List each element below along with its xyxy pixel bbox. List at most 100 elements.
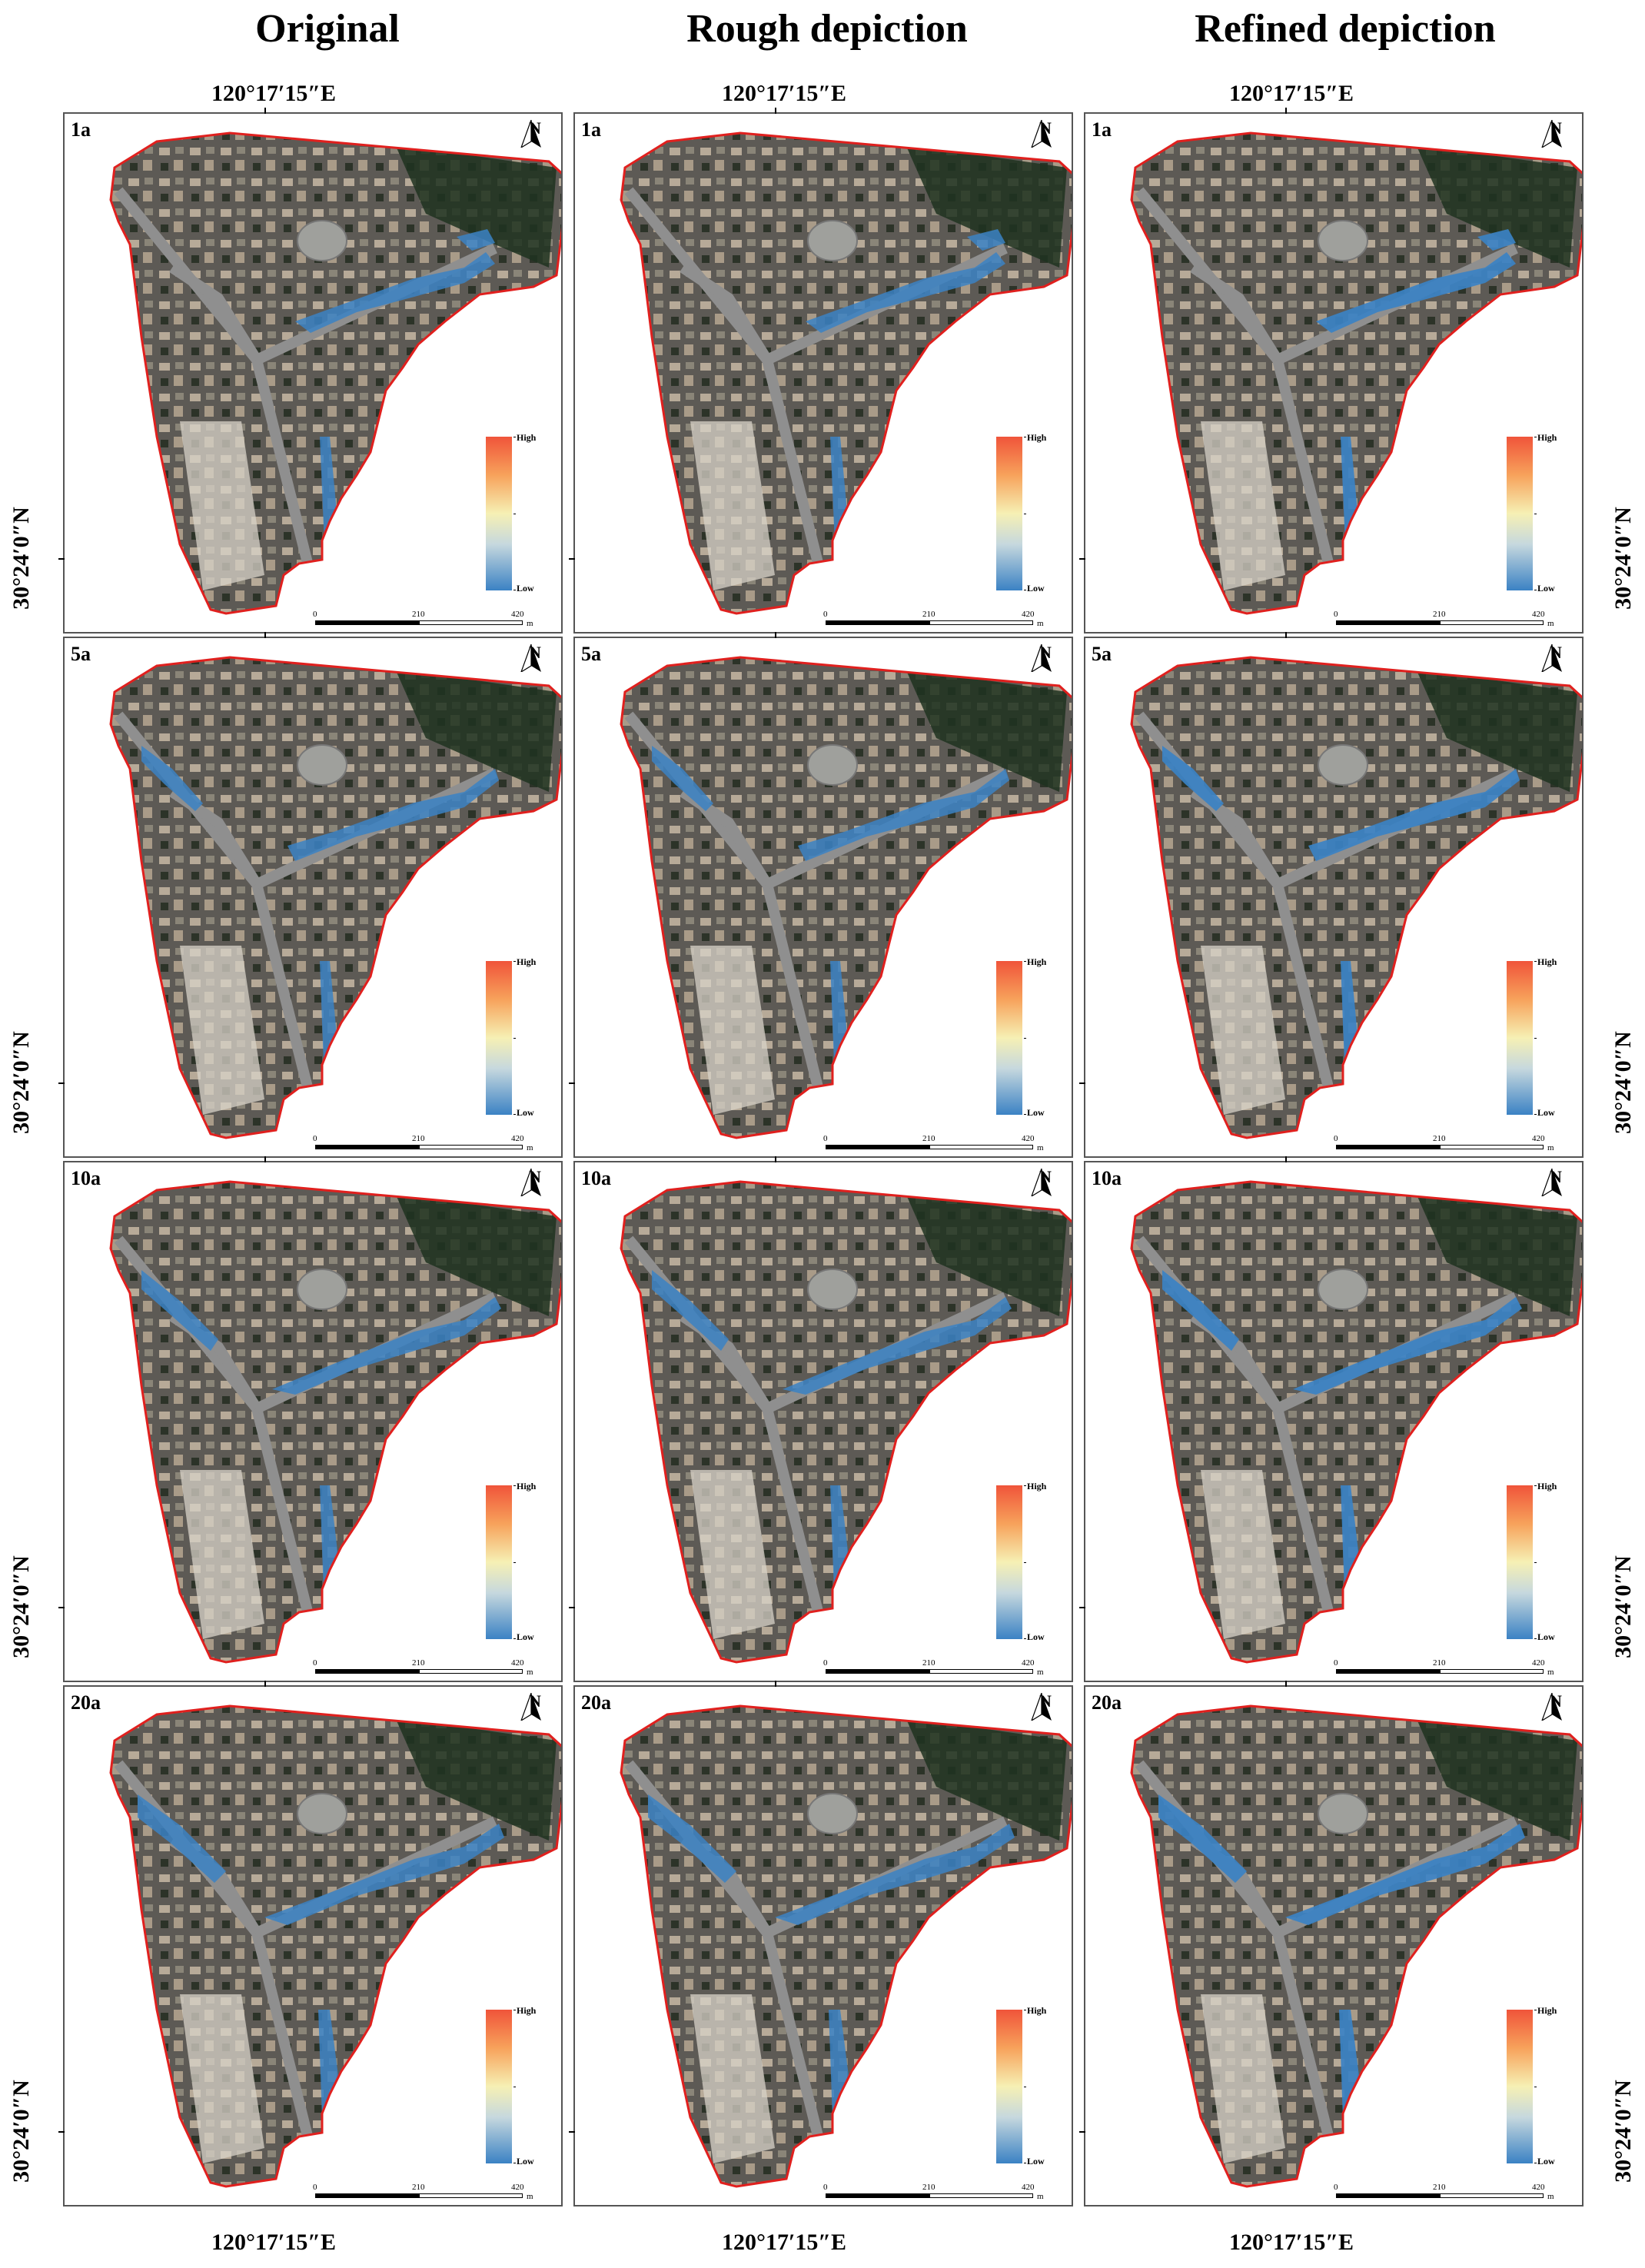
map-panel: 5a N High Low 0 210 420 m [573, 637, 1073, 1158]
map-panel: 1a N High Low 0 210 420 m [63, 112, 563, 634]
axis-tick [1079, 1082, 1085, 1084]
legend-low-label: Low [517, 1631, 534, 1642]
latitude-label-left: 30°24′0″N [8, 2080, 34, 2183]
axis-tick [58, 558, 65, 560]
legend-high-label: High [1537, 1481, 1557, 1491]
legend-high-label: High [517, 956, 537, 967]
panel-year-label: 1a [71, 118, 91, 141]
legend-gradient-bar [996, 437, 1022, 590]
north-arrow-icon: N [1030, 120, 1061, 148]
satellite-map [109, 131, 561, 615]
north-arrow-icon: N [1030, 1169, 1061, 1196]
legend-high-label: High [1027, 1481, 1047, 1491]
legend-low-label: Low [1537, 1107, 1555, 1118]
legend-gradient-bar [996, 2010, 1022, 2163]
panel-year-label: 1a [1092, 118, 1112, 141]
axis-tick [264, 1156, 266, 1162]
legend-high-label: High [1537, 432, 1557, 443]
color-legend: High Low [1507, 2005, 1576, 2171]
panel-year-label: 5a [1092, 643, 1112, 665]
legend-low-label: Low [1537, 2156, 1555, 2167]
north-arrow-icon: N [1030, 1693, 1061, 1721]
legend-high-label: High [517, 2005, 537, 2016]
legend-low-label: Low [517, 2156, 534, 2167]
map-panel: 1a N High Low 0 210 420 m [1084, 112, 1584, 634]
legend-gradient-bar [1507, 437, 1533, 590]
color-legend: High Low [996, 432, 1065, 598]
map-panel: 20a N High Low 0 210 420 m [1084, 1685, 1584, 2206]
axis-tick [569, 1082, 575, 1084]
scale-bar: 0 210 420 m [313, 1658, 533, 1677]
map-panel: 5a N High Low 0 210 420 m [63, 637, 563, 1158]
column-title-refined: Refined depiction [1195, 7, 1496, 51]
scale-bar: 0 210 420 m [823, 610, 1044, 628]
legend-low-label: Low [1027, 1631, 1045, 1642]
scale-bar: 0 210 420 m [1334, 1658, 1554, 1677]
longitude-label-bottom: 120°17′15″E [1228, 2230, 1354, 2255]
panel-year-label: 5a [71, 643, 91, 665]
scale-bar: 0 210 420 m [823, 1134, 1044, 1152]
map-panel: 10a N High Low 0 210 420 m [573, 1161, 1073, 1682]
legend-gradient-bar [486, 961, 512, 1115]
map-panel: 10a N High Low 0 210 420 m [1084, 1161, 1584, 1682]
satellite-map [109, 1704, 561, 2188]
scale-bar: 0 210 420 m [1334, 610, 1554, 628]
legend-low-label: Low [1027, 1107, 1045, 1118]
axis-tick [1079, 558, 1085, 560]
latitude-label-right: 30°24′0″N [1610, 1555, 1636, 1658]
scale-bar: 0 210 420 m [823, 2183, 1044, 2201]
axis-tick [569, 558, 575, 560]
scale-bar: 0 210 420 m [1334, 2183, 1554, 2201]
north-arrow-icon: N [1540, 644, 1571, 672]
legend-low-label: Low [1027, 583, 1045, 594]
axis-tick [775, 108, 776, 114]
latitude-label-left: 30°24′0″N [8, 1555, 34, 1658]
axis-tick [264, 632, 266, 638]
longitude-label-top: 120°17′15″E [211, 81, 336, 106]
legend-high-label: High [1027, 2005, 1047, 2016]
latitude-label-right: 30°24′0″N [1610, 507, 1636, 610]
legend-gradient-bar [996, 1485, 1022, 1639]
map-panel: 20a N High Low 0 210 420 m [573, 1685, 1073, 2206]
legend-gradient-bar [1507, 961, 1533, 1115]
axis-tick [1285, 1681, 1287, 1687]
axis-tick [775, 632, 776, 638]
scale-bar: 0 210 420 m [313, 2183, 533, 2201]
north-arrow-icon: N [1540, 1169, 1571, 1196]
color-legend: High Low [996, 2005, 1065, 2171]
map-panel: 10a N High Low 0 210 420 m [63, 1161, 563, 1682]
legend-low-label: Low [1537, 1631, 1555, 1642]
satellite-map [620, 131, 1072, 615]
north-arrow-icon: N [520, 1693, 550, 1721]
color-legend: High Low [1507, 1481, 1576, 1647]
axis-tick [1285, 1156, 1287, 1162]
longitude-label-top: 120°17′15″E [1228, 81, 1354, 106]
map-panel: 1a N High Low 0 210 420 m [573, 112, 1073, 634]
scale-bar: 0 210 420 m [1334, 1134, 1554, 1152]
column-title-original: Original [255, 7, 400, 51]
panel-year-label: 1a [581, 118, 601, 141]
panel-year-label: 10a [71, 1167, 101, 1189]
latitude-label-left: 30°24′0″N [8, 1031, 34, 1134]
color-legend: High Low [996, 1481, 1065, 1647]
color-legend: High Low [1507, 432, 1576, 598]
axis-tick [775, 1681, 776, 1687]
legend-high-label: High [1537, 2005, 1557, 2016]
legend-high-label: High [1027, 956, 1047, 967]
panel-year-label: 20a [581, 1691, 611, 1714]
legend-high-label: High [1537, 956, 1557, 967]
panel-year-label: 10a [581, 1167, 611, 1189]
north-arrow-icon: N [520, 644, 550, 672]
axis-tick [1079, 1607, 1085, 1608]
axis-tick [775, 1156, 776, 1162]
map-panel: 5a N High Low 0 210 420 m [1084, 637, 1584, 1158]
axis-tick [569, 2131, 575, 2133]
color-legend: High Low [486, 956, 555, 1122]
legend-gradient-bar [486, 1485, 512, 1639]
column-title-rough: Rough depiction [686, 7, 968, 51]
axis-tick [569, 1607, 575, 1608]
satellite-map [109, 656, 561, 1139]
legend-gradient-bar [486, 437, 512, 590]
north-arrow-icon: N [1540, 120, 1571, 148]
axis-tick [58, 2131, 65, 2133]
